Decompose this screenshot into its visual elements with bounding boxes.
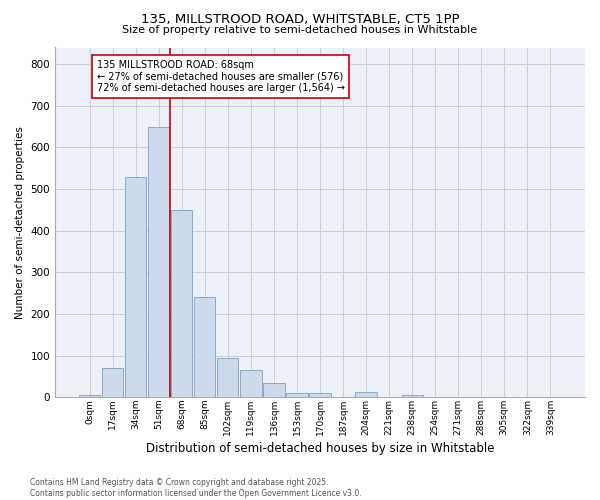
Bar [310,393,331,398]
Y-axis label: Number of semi-detached properties: Number of semi-detached properties [15,126,25,319]
Bar [171,210,193,398]
Text: Size of property relative to semi-detached houses in Whitstable: Size of property relative to semi-detach… [122,25,478,35]
Bar [194,298,215,398]
Bar [401,395,423,398]
Bar [355,392,377,398]
Bar [217,358,238,398]
Bar [286,393,308,398]
Text: Contains HM Land Registry data © Crown copyright and database right 2025.
Contai: Contains HM Land Registry data © Crown c… [30,478,362,498]
Bar [148,126,169,398]
Bar [125,176,146,398]
Bar [241,370,262,398]
X-axis label: Distribution of semi-detached houses by size in Whitstable: Distribution of semi-detached houses by … [146,442,494,455]
Bar [79,395,100,398]
Text: 135 MILLSTROOD ROAD: 68sqm
← 27% of semi-detached houses are smaller (576)
72% o: 135 MILLSTROOD ROAD: 68sqm ← 27% of semi… [97,60,344,93]
Text: 135, MILLSTROOD ROAD, WHITSTABLE, CT5 1PP: 135, MILLSTROOD ROAD, WHITSTABLE, CT5 1P… [140,12,460,26]
Bar [263,382,284,398]
Bar [102,368,124,398]
